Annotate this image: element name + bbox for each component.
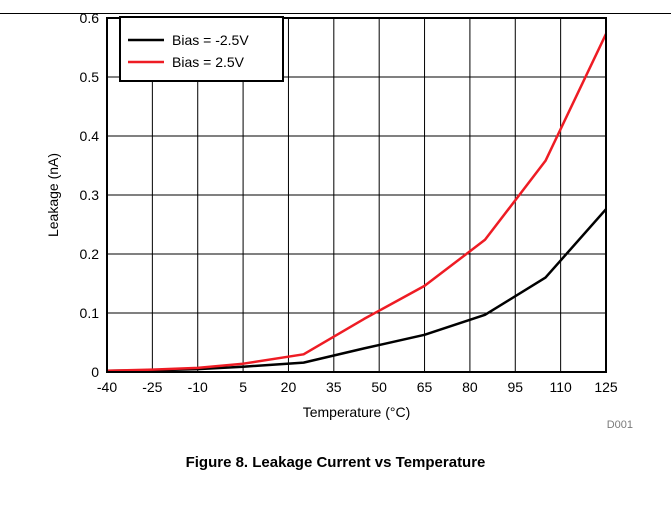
x-tick-label: 125 (594, 379, 618, 395)
x-tick-label: 65 (417, 379, 433, 395)
y-tick-label: 0 (91, 364, 99, 380)
x-tick-label: 20 (281, 379, 297, 395)
y-tick-label: 0.5 (80, 69, 100, 85)
y-axis-title: Leakage (nA) (45, 153, 61, 237)
series-layer (106, 33, 608, 373)
x-tick-label: -10 (188, 379, 208, 395)
x-tick-label: 95 (507, 379, 523, 395)
y-tick-label: 0.2 (80, 246, 100, 262)
x-tick-label: 35 (326, 379, 342, 395)
figure-caption: Figure 8. Leakage Current vs Temperature (185, 454, 486, 471)
x-tick-label: 50 (371, 379, 387, 395)
series-line-bias-plus-2-5v (106, 33, 608, 373)
y-tick-label: 0.6 (80, 10, 100, 26)
x-tick-label: -25 (142, 379, 162, 395)
y-tick-label: 0.3 (80, 187, 100, 203)
y-tick-label: 0.4 (80, 128, 100, 144)
tick-labels: -40 -25 -10 5 20 35 50 65 80 95 110 125 0 0.1 0.2 0.3 0.… (80, 10, 618, 395)
x-tick-label: -40 (97, 379, 117, 395)
x-axis-title: Temperature (°C) (303, 404, 411, 420)
x-tick-label: 80 (462, 379, 478, 395)
legend-label: Bias = 2.5V (172, 54, 245, 70)
x-tick-label: 110 (549, 379, 572, 395)
legend-box (119, 16, 284, 82)
figure-code-label: D001 (607, 419, 633, 431)
y-tick-label: 0.1 (80, 305, 100, 321)
top-rule (0, 13, 671, 14)
legend: Bias = -2.5V Bias = 2.5V (119, 16, 284, 82)
x-tick-label: 5 (239, 379, 247, 395)
plot-frame (106, 17, 607, 373)
legend-label: Bias = -2.5V (172, 32, 249, 48)
